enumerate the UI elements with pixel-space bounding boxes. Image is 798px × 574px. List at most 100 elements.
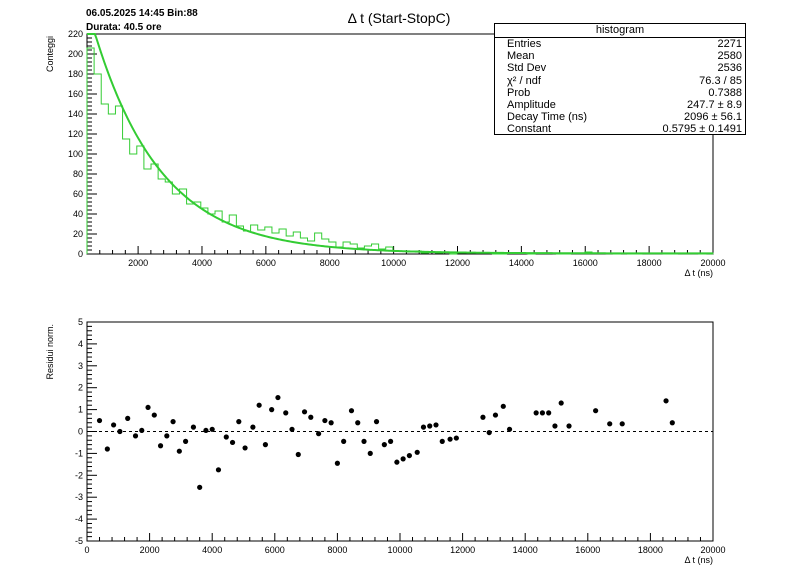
stats-value: 2536 bbox=[717, 62, 742, 75]
y-tick-label: 60 bbox=[73, 189, 83, 199]
residual-point bbox=[111, 422, 117, 428]
residual-point bbox=[669, 420, 675, 426]
residual-point bbox=[439, 438, 445, 444]
stats-row: Mean 2580 bbox=[495, 50, 745, 62]
stats-value: 2096 ± 56.1 bbox=[683, 111, 742, 124]
x-tick-label: 0 bbox=[84, 545, 89, 555]
y-tick-label: 140 bbox=[68, 109, 83, 119]
residual-point bbox=[546, 410, 552, 416]
residual-point bbox=[334, 460, 340, 466]
stats-value: 76.3 / 85 bbox=[699, 74, 742, 87]
stats-row: Constant 0.5795 ± 0.1491 bbox=[495, 123, 745, 135]
y-tick-label: 220 bbox=[68, 29, 83, 39]
residual-point bbox=[394, 459, 400, 465]
stats-box-title: histogram bbox=[495, 24, 745, 38]
residual-point bbox=[170, 419, 176, 425]
residual-point bbox=[328, 420, 334, 426]
stats-label: Decay Time (ns) bbox=[507, 111, 588, 124]
x-tick-label: 14000 bbox=[513, 545, 538, 555]
fit-curve bbox=[87, 33, 713, 255]
x-tick-label: 20000 bbox=[700, 545, 725, 555]
residual-point bbox=[229, 439, 236, 446]
residual-point bbox=[619, 421, 625, 427]
stats-row: χ² / ndf 76.3 / 85 bbox=[495, 75, 745, 87]
stats-label: Mean bbox=[507, 50, 535, 63]
residual-point bbox=[215, 467, 222, 473]
residual-point bbox=[96, 417, 103, 424]
residual-point bbox=[388, 438, 394, 444]
residual-point bbox=[486, 429, 492, 436]
residual-point bbox=[593, 408, 599, 414]
x-tick-label: 8000 bbox=[327, 545, 347, 555]
x-tick-label: 2000 bbox=[128, 258, 148, 268]
x-tick-label: 6000 bbox=[256, 258, 276, 268]
residual-point bbox=[355, 420, 361, 426]
x-tick-label: 18000 bbox=[637, 258, 662, 268]
x-tick-label: 14000 bbox=[509, 258, 534, 268]
y-tick-label: 160 bbox=[68, 89, 83, 99]
residual-point bbox=[132, 433, 139, 439]
x-tick-label: 20000 bbox=[700, 258, 725, 268]
residual-point bbox=[406, 452, 412, 459]
residual-point bbox=[400, 456, 406, 462]
residual-point bbox=[414, 449, 420, 455]
stats-value: 2271 bbox=[717, 38, 742, 50]
x-tick-label: 2000 bbox=[140, 545, 160, 555]
residual-point bbox=[341, 438, 347, 444]
y-tick-label: 200 bbox=[68, 49, 83, 59]
stats-label: χ² / ndf bbox=[507, 74, 541, 87]
y-tick-label: 3 bbox=[78, 361, 83, 371]
residual-point bbox=[566, 423, 572, 429]
stats-row: Std Dev 2536 bbox=[495, 62, 745, 74]
residual-point bbox=[322, 417, 328, 424]
residual-point bbox=[236, 419, 242, 425]
residuals-plot: 0 2000 4000 6000 8000 10000 12000 14000 16000 180… bbox=[45, 317, 726, 565]
y-tick-label: 100 bbox=[68, 149, 83, 159]
y-tick-label: -2 bbox=[75, 470, 83, 480]
residual-point bbox=[164, 433, 170, 439]
residual-point bbox=[367, 450, 373, 456]
x-tick-label: 16000 bbox=[575, 545, 600, 555]
x-tick-label: 10000 bbox=[381, 258, 406, 268]
residual-point bbox=[104, 446, 110, 452]
y-tick-label: -3 bbox=[75, 492, 83, 502]
histogram-plot: 2000 4000 6000 8000 10000 12000 14000 16000 1800… bbox=[45, 29, 726, 278]
residual-point bbox=[480, 414, 486, 420]
x-tick-label: 6000 bbox=[265, 545, 285, 555]
residual-point bbox=[381, 442, 387, 448]
residual-point bbox=[269, 407, 275, 413]
residual-point bbox=[145, 404, 151, 411]
y-tick-label: 2 bbox=[78, 383, 83, 393]
stats-label: Constant bbox=[507, 123, 552, 136]
stats-label: Prob bbox=[507, 86, 531, 99]
stats-row: Decay Time (ns) 2096 ± 56.1 bbox=[495, 111, 745, 123]
x-tick-label: 12000 bbox=[450, 545, 475, 555]
stats-row: Amplitude 247.7 ± 8.9 bbox=[495, 99, 745, 111]
residual-point bbox=[250, 424, 256, 430]
residual-point bbox=[203, 427, 209, 434]
stats-row: Entries 2271 bbox=[495, 38, 745, 50]
stats-value: 0.7388 bbox=[708, 86, 742, 99]
y-tick-label: 40 bbox=[73, 209, 83, 219]
residual-point bbox=[125, 415, 131, 421]
x-tick-label: 18000 bbox=[638, 545, 663, 555]
residual-point bbox=[301, 409, 308, 415]
stats-label: Entries bbox=[507, 38, 542, 50]
y-tick-label: 0 bbox=[78, 249, 83, 259]
y-tick-label: 1 bbox=[78, 405, 83, 415]
residual-point bbox=[316, 431, 322, 437]
residual-point bbox=[151, 412, 157, 418]
residual-point bbox=[663, 398, 669, 404]
residual-point bbox=[283, 410, 289, 416]
residual-point bbox=[558, 400, 564, 406]
residual-point bbox=[139, 427, 145, 434]
residual-point bbox=[197, 484, 203, 490]
residual-point bbox=[209, 426, 215, 432]
residual-point bbox=[176, 448, 182, 454]
x-tick-label: 4000 bbox=[202, 545, 222, 555]
y-tick-label: 4 bbox=[78, 339, 83, 349]
stats-value: 0.5795 ± 0.1491 bbox=[662, 123, 742, 136]
stats-value: 247.7 ± 8.9 bbox=[687, 98, 742, 111]
y-axis-label: Conteggi bbox=[45, 36, 55, 72]
